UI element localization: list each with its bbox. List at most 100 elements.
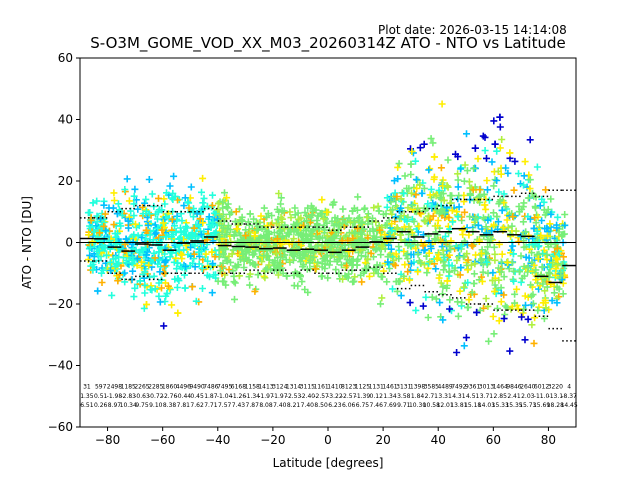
scatter-point bbox=[182, 263, 189, 270]
scatter-point bbox=[369, 214, 376, 222]
scatter-point bbox=[519, 218, 527, 226]
scatter-point bbox=[464, 266, 472, 274]
scatter-point bbox=[443, 182, 451, 190]
scatter-point bbox=[219, 224, 227, 232]
scatter-point bbox=[532, 219, 540, 227]
x-tick-label: 60 bbox=[486, 433, 501, 447]
scatter-point bbox=[121, 186, 129, 193]
scatter-point bbox=[436, 299, 444, 307]
scatter-point bbox=[436, 210, 443, 218]
scatter-point bbox=[454, 312, 462, 320]
stat-sd: 14.03 bbox=[478, 402, 495, 409]
scatter-point bbox=[130, 212, 138, 220]
scatter-point bbox=[94, 287, 102, 295]
scatter-point bbox=[446, 242, 453, 250]
scatter-point bbox=[272, 219, 280, 227]
scatter-point bbox=[524, 315, 532, 323]
scatter-point bbox=[560, 253, 567, 261]
scatter-point bbox=[246, 210, 254, 218]
scatter-point bbox=[242, 232, 250, 240]
scatter-point bbox=[364, 255, 372, 263]
stat-mean: 3.71 bbox=[480, 393, 494, 400]
scatter-point bbox=[128, 244, 136, 252]
scatter-point bbox=[253, 226, 261, 234]
scatter-point bbox=[543, 251, 551, 258]
scatter-point bbox=[163, 189, 170, 197]
scatter-point bbox=[377, 300, 384, 308]
scatter-point bbox=[518, 313, 526, 321]
scatter-point bbox=[429, 212, 437, 220]
scatter-point bbox=[105, 204, 113, 212]
scatter-point bbox=[511, 299, 519, 307]
scatter-point bbox=[505, 265, 513, 273]
scatter-point bbox=[397, 195, 405, 203]
scatter-point bbox=[283, 232, 290, 240]
scatter-point bbox=[125, 224, 132, 232]
scatter-point bbox=[278, 215, 286, 223]
stat-count: 3131 bbox=[396, 384, 411, 391]
scatter-point bbox=[106, 258, 114, 266]
scatter-point bbox=[257, 212, 265, 220]
scatter-point bbox=[415, 222, 423, 230]
scatter-point bbox=[155, 194, 162, 202]
scatter-point bbox=[345, 214, 353, 222]
scatter-point bbox=[559, 290, 567, 298]
scatter-point bbox=[145, 176, 153, 183]
scatter-point bbox=[130, 200, 138, 208]
scatter-point bbox=[155, 292, 163, 300]
scatter-point bbox=[420, 184, 428, 192]
scatter-point bbox=[204, 257, 212, 265]
scatter-point bbox=[509, 250, 517, 258]
stat-mean: -1.34 bbox=[244, 393, 260, 400]
scatter-point bbox=[490, 330, 498, 338]
scatter-point bbox=[200, 203, 208, 211]
scatter-point bbox=[304, 288, 312, 296]
scatter-point bbox=[455, 192, 463, 200]
scatter-point bbox=[130, 293, 138, 301]
scatter-point bbox=[446, 199, 454, 207]
scatter-point bbox=[277, 200, 285, 208]
scatter-point bbox=[469, 186, 477, 194]
scatter-point bbox=[538, 263, 546, 271]
scatter-point bbox=[154, 260, 162, 268]
scatter-point bbox=[367, 249, 375, 257]
scatter-point bbox=[534, 255, 542, 263]
scatter-point bbox=[400, 272, 408, 280]
stat-mean: -0.72 bbox=[148, 393, 164, 400]
scatter-point bbox=[393, 224, 401, 232]
scatter-point bbox=[524, 264, 532, 272]
scatter-point bbox=[223, 257, 231, 265]
stat-sd: 0.26 bbox=[94, 402, 108, 409]
scatter-point bbox=[171, 193, 179, 201]
scatter-point bbox=[96, 229, 103, 237]
scatter-point bbox=[93, 197, 101, 205]
scatter-point bbox=[286, 208, 294, 216]
stat-mean: 1.84 bbox=[411, 393, 425, 400]
scatter-point bbox=[456, 252, 464, 260]
stat-sd: 15.35 bbox=[505, 402, 522, 409]
stat-mean: 2.41 bbox=[507, 393, 521, 400]
x-tick-label: 40 bbox=[431, 433, 446, 447]
scatter-point bbox=[490, 182, 498, 190]
scatter-point bbox=[247, 237, 255, 245]
stat-sd: 6.51 bbox=[80, 402, 94, 409]
scatter-point bbox=[238, 246, 246, 254]
scatter-point bbox=[517, 278, 525, 286]
scatter-point bbox=[376, 226, 384, 234]
scatter-point bbox=[544, 240, 552, 248]
x-tick-label: −40 bbox=[205, 433, 230, 447]
scatter-point bbox=[181, 194, 189, 202]
scatter-point bbox=[258, 225, 266, 232]
scatter-point bbox=[100, 222, 108, 230]
scatter-point bbox=[277, 194, 285, 202]
scatter-point bbox=[265, 237, 273, 245]
scatter-point bbox=[490, 209, 497, 217]
scatter-point bbox=[437, 164, 445, 172]
scatter-point bbox=[465, 296, 473, 304]
stat-sd: 8.21 bbox=[287, 402, 301, 409]
stat-count: 31 bbox=[83, 384, 91, 391]
scatter-point bbox=[432, 265, 440, 273]
stat-count: 1314 bbox=[286, 384, 301, 391]
scatter-point bbox=[112, 254, 120, 262]
scatter-point bbox=[493, 147, 501, 155]
